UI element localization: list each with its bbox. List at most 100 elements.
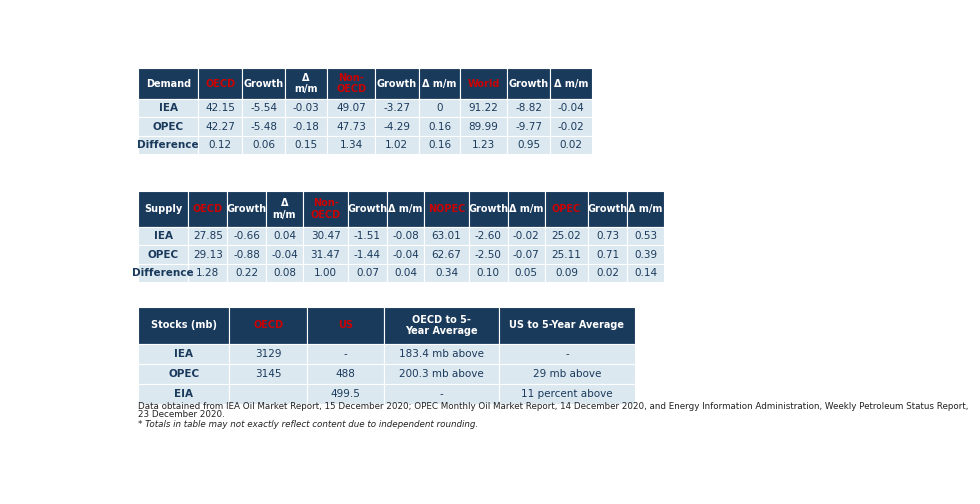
Bar — [375, 68, 418, 99]
Bar — [468, 245, 508, 264]
Text: World: World — [467, 79, 500, 89]
Text: OECD: OECD — [253, 321, 283, 330]
Bar — [507, 136, 551, 154]
Bar — [499, 384, 635, 404]
Text: 3129: 3129 — [255, 349, 281, 359]
Bar — [285, 136, 327, 154]
Bar — [303, 264, 348, 282]
Text: -0.04: -0.04 — [558, 103, 585, 113]
Text: -: - — [344, 349, 348, 359]
Text: 42.15: 42.15 — [205, 103, 235, 113]
Text: -0.04: -0.04 — [392, 249, 418, 260]
Text: 488: 488 — [336, 369, 356, 379]
Bar — [418, 117, 461, 136]
Bar — [229, 384, 307, 404]
Bar — [627, 192, 664, 227]
Text: -0.03: -0.03 — [293, 103, 319, 113]
Text: 0: 0 — [436, 103, 443, 113]
Bar — [588, 192, 627, 227]
Text: -2.60: -2.60 — [475, 231, 502, 241]
Bar — [138, 227, 188, 245]
Bar — [627, 227, 664, 245]
Bar — [242, 68, 285, 99]
Bar — [198, 136, 242, 154]
Text: Difference: Difference — [132, 268, 194, 278]
Text: -1.44: -1.44 — [354, 249, 381, 260]
Text: 23 December 2020.: 23 December 2020. — [138, 410, 224, 418]
Bar — [424, 245, 468, 264]
Bar — [424, 227, 468, 245]
Text: -8.82: -8.82 — [515, 103, 542, 113]
Text: Data obtained from IEA Oil Market Report, 15 December 2020; OPEC Monthly Oil Mar: Data obtained from IEA Oil Market Report… — [138, 402, 968, 411]
Bar — [545, 245, 588, 264]
Text: -5.48: -5.48 — [250, 121, 277, 132]
Bar — [198, 99, 242, 117]
Bar — [303, 192, 348, 227]
Text: -: - — [440, 389, 444, 399]
Text: 29 mb above: 29 mb above — [533, 369, 601, 379]
Bar — [266, 264, 303, 282]
Bar — [188, 227, 227, 245]
Bar — [499, 344, 635, 364]
Text: 0.22: 0.22 — [235, 268, 258, 278]
Bar — [303, 245, 348, 264]
Text: 49.07: 49.07 — [336, 103, 366, 113]
Text: 1.00: 1.00 — [314, 268, 337, 278]
Bar — [327, 99, 375, 117]
Text: 1.23: 1.23 — [472, 140, 495, 150]
Bar — [138, 264, 188, 282]
Bar — [227, 227, 266, 245]
Bar — [461, 136, 507, 154]
Bar — [384, 384, 499, 404]
Text: 62.67: 62.67 — [431, 249, 462, 260]
Text: 183.4 mb above: 183.4 mb above — [399, 349, 484, 359]
Bar — [285, 68, 327, 99]
Bar — [227, 192, 266, 227]
Text: 1.02: 1.02 — [385, 140, 409, 150]
Bar — [384, 364, 499, 384]
Bar — [461, 117, 507, 136]
Text: Growth: Growth — [376, 79, 416, 89]
Bar — [138, 384, 229, 404]
Text: 1.28: 1.28 — [196, 268, 220, 278]
Bar — [387, 227, 424, 245]
Bar — [508, 227, 545, 245]
Bar — [138, 344, 229, 364]
Text: 0.04: 0.04 — [273, 231, 296, 241]
Bar — [348, 192, 387, 227]
Text: Δ m/m: Δ m/m — [628, 204, 662, 214]
Text: IEA: IEA — [154, 231, 172, 241]
Text: 0.10: 0.10 — [477, 268, 500, 278]
Text: OECD: OECD — [205, 79, 235, 89]
Text: 0.15: 0.15 — [295, 140, 318, 150]
Bar — [266, 227, 303, 245]
Bar — [387, 192, 424, 227]
Text: 25.02: 25.02 — [552, 231, 581, 241]
Bar — [468, 264, 508, 282]
Text: -0.08: -0.08 — [392, 231, 418, 241]
Text: 0.16: 0.16 — [428, 121, 451, 132]
Text: 0.08: 0.08 — [273, 268, 296, 278]
Bar — [138, 245, 188, 264]
Text: IEA: IEA — [159, 103, 177, 113]
Text: 0.09: 0.09 — [555, 268, 578, 278]
Text: 27.85: 27.85 — [193, 231, 222, 241]
Text: -9.77: -9.77 — [515, 121, 542, 132]
Text: 3145: 3145 — [255, 369, 281, 379]
Text: Δ
m/m: Δ m/m — [294, 73, 318, 94]
Bar — [588, 264, 627, 282]
Bar — [375, 99, 418, 117]
Text: Growth: Growth — [226, 204, 267, 214]
Text: OPEC: OPEC — [552, 204, 581, 214]
Text: 0.73: 0.73 — [596, 231, 619, 241]
Bar — [507, 68, 551, 99]
Bar — [508, 245, 545, 264]
Bar — [375, 117, 418, 136]
Text: 0.06: 0.06 — [252, 140, 275, 150]
Text: 0.07: 0.07 — [356, 268, 379, 278]
Bar — [507, 99, 551, 117]
Text: -5.54: -5.54 — [250, 103, 277, 113]
Bar — [307, 364, 384, 384]
Text: -4.29: -4.29 — [383, 121, 411, 132]
Bar — [188, 264, 227, 282]
